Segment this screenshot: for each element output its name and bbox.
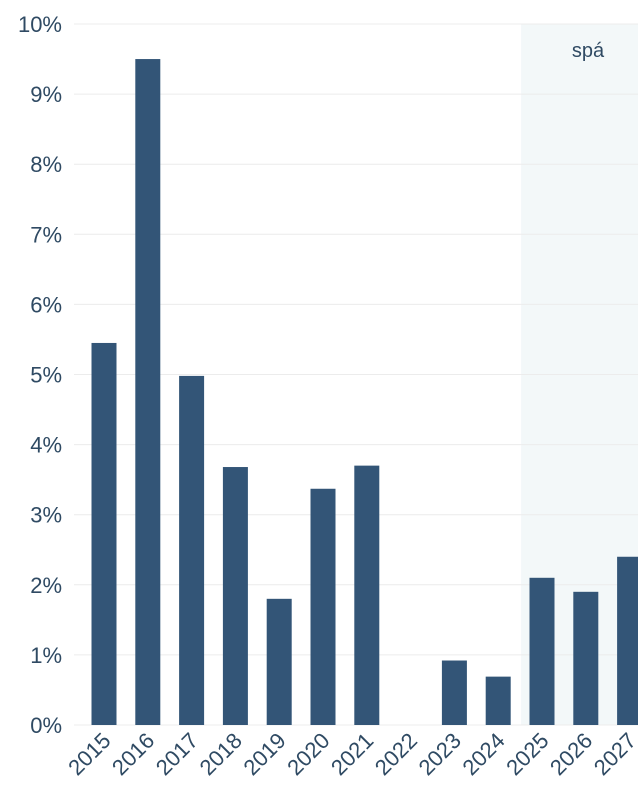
bar-2023 (441, 660, 467, 725)
bars (91, 59, 638, 726)
bar-2027 (617, 556, 638, 725)
x-tick-label: 2020 (282, 728, 334, 780)
bar-2018 (222, 467, 248, 725)
x-tick-label: 2021 (326, 728, 378, 780)
x-tick-label: 2024 (457, 728, 509, 780)
bar-2026 (573, 591, 599, 725)
bar-2020 (310, 488, 336, 725)
forecast-band-label: spá (572, 40, 605, 62)
y-tick-label: 6% (30, 292, 62, 317)
y-tick-label: 2% (30, 573, 62, 598)
y-tick-label: 5% (30, 363, 62, 388)
y-tick-label: 9% (30, 82, 62, 107)
y-tick-label: 0% (30, 713, 62, 738)
x-tick-label: 2023 (414, 728, 466, 780)
x-tick-label: 2017 (151, 728, 203, 780)
x-tick-label: 2019 (238, 728, 290, 780)
y-tick-label: 10% (18, 12, 62, 37)
x-tick-label: 2025 (501, 728, 553, 780)
y-axis-ticks: 0% 1% 2% 3% 4% 5% 6% 7% 8% 9% 10% (18, 12, 62, 738)
x-tick-label: 2015 (63, 728, 115, 780)
y-tick-label: 4% (30, 433, 62, 458)
x-tick-label: 2016 (107, 728, 159, 780)
bar-2025 (529, 577, 555, 725)
y-tick-label: 7% (30, 222, 62, 247)
x-tick-label: 2027 (589, 728, 638, 780)
bar-2016 (135, 59, 161, 726)
x-axis-ticks: 2015201620172018201920202021202220232024… (63, 728, 638, 780)
bar-2019 (266, 598, 292, 725)
bar-2015 (91, 342, 117, 725)
x-tick-label: 2018 (195, 728, 247, 780)
bar-2021 (354, 465, 380, 725)
y-tick-label: 1% (30, 643, 62, 668)
y-tick-label: 8% (30, 152, 62, 177)
x-tick-label: 2026 (545, 728, 597, 780)
x-tick-label: 2022 (370, 728, 422, 780)
bar-2017 (179, 375, 205, 725)
y-tick-label: 3% (30, 503, 62, 528)
bar-2024 (485, 676, 511, 725)
